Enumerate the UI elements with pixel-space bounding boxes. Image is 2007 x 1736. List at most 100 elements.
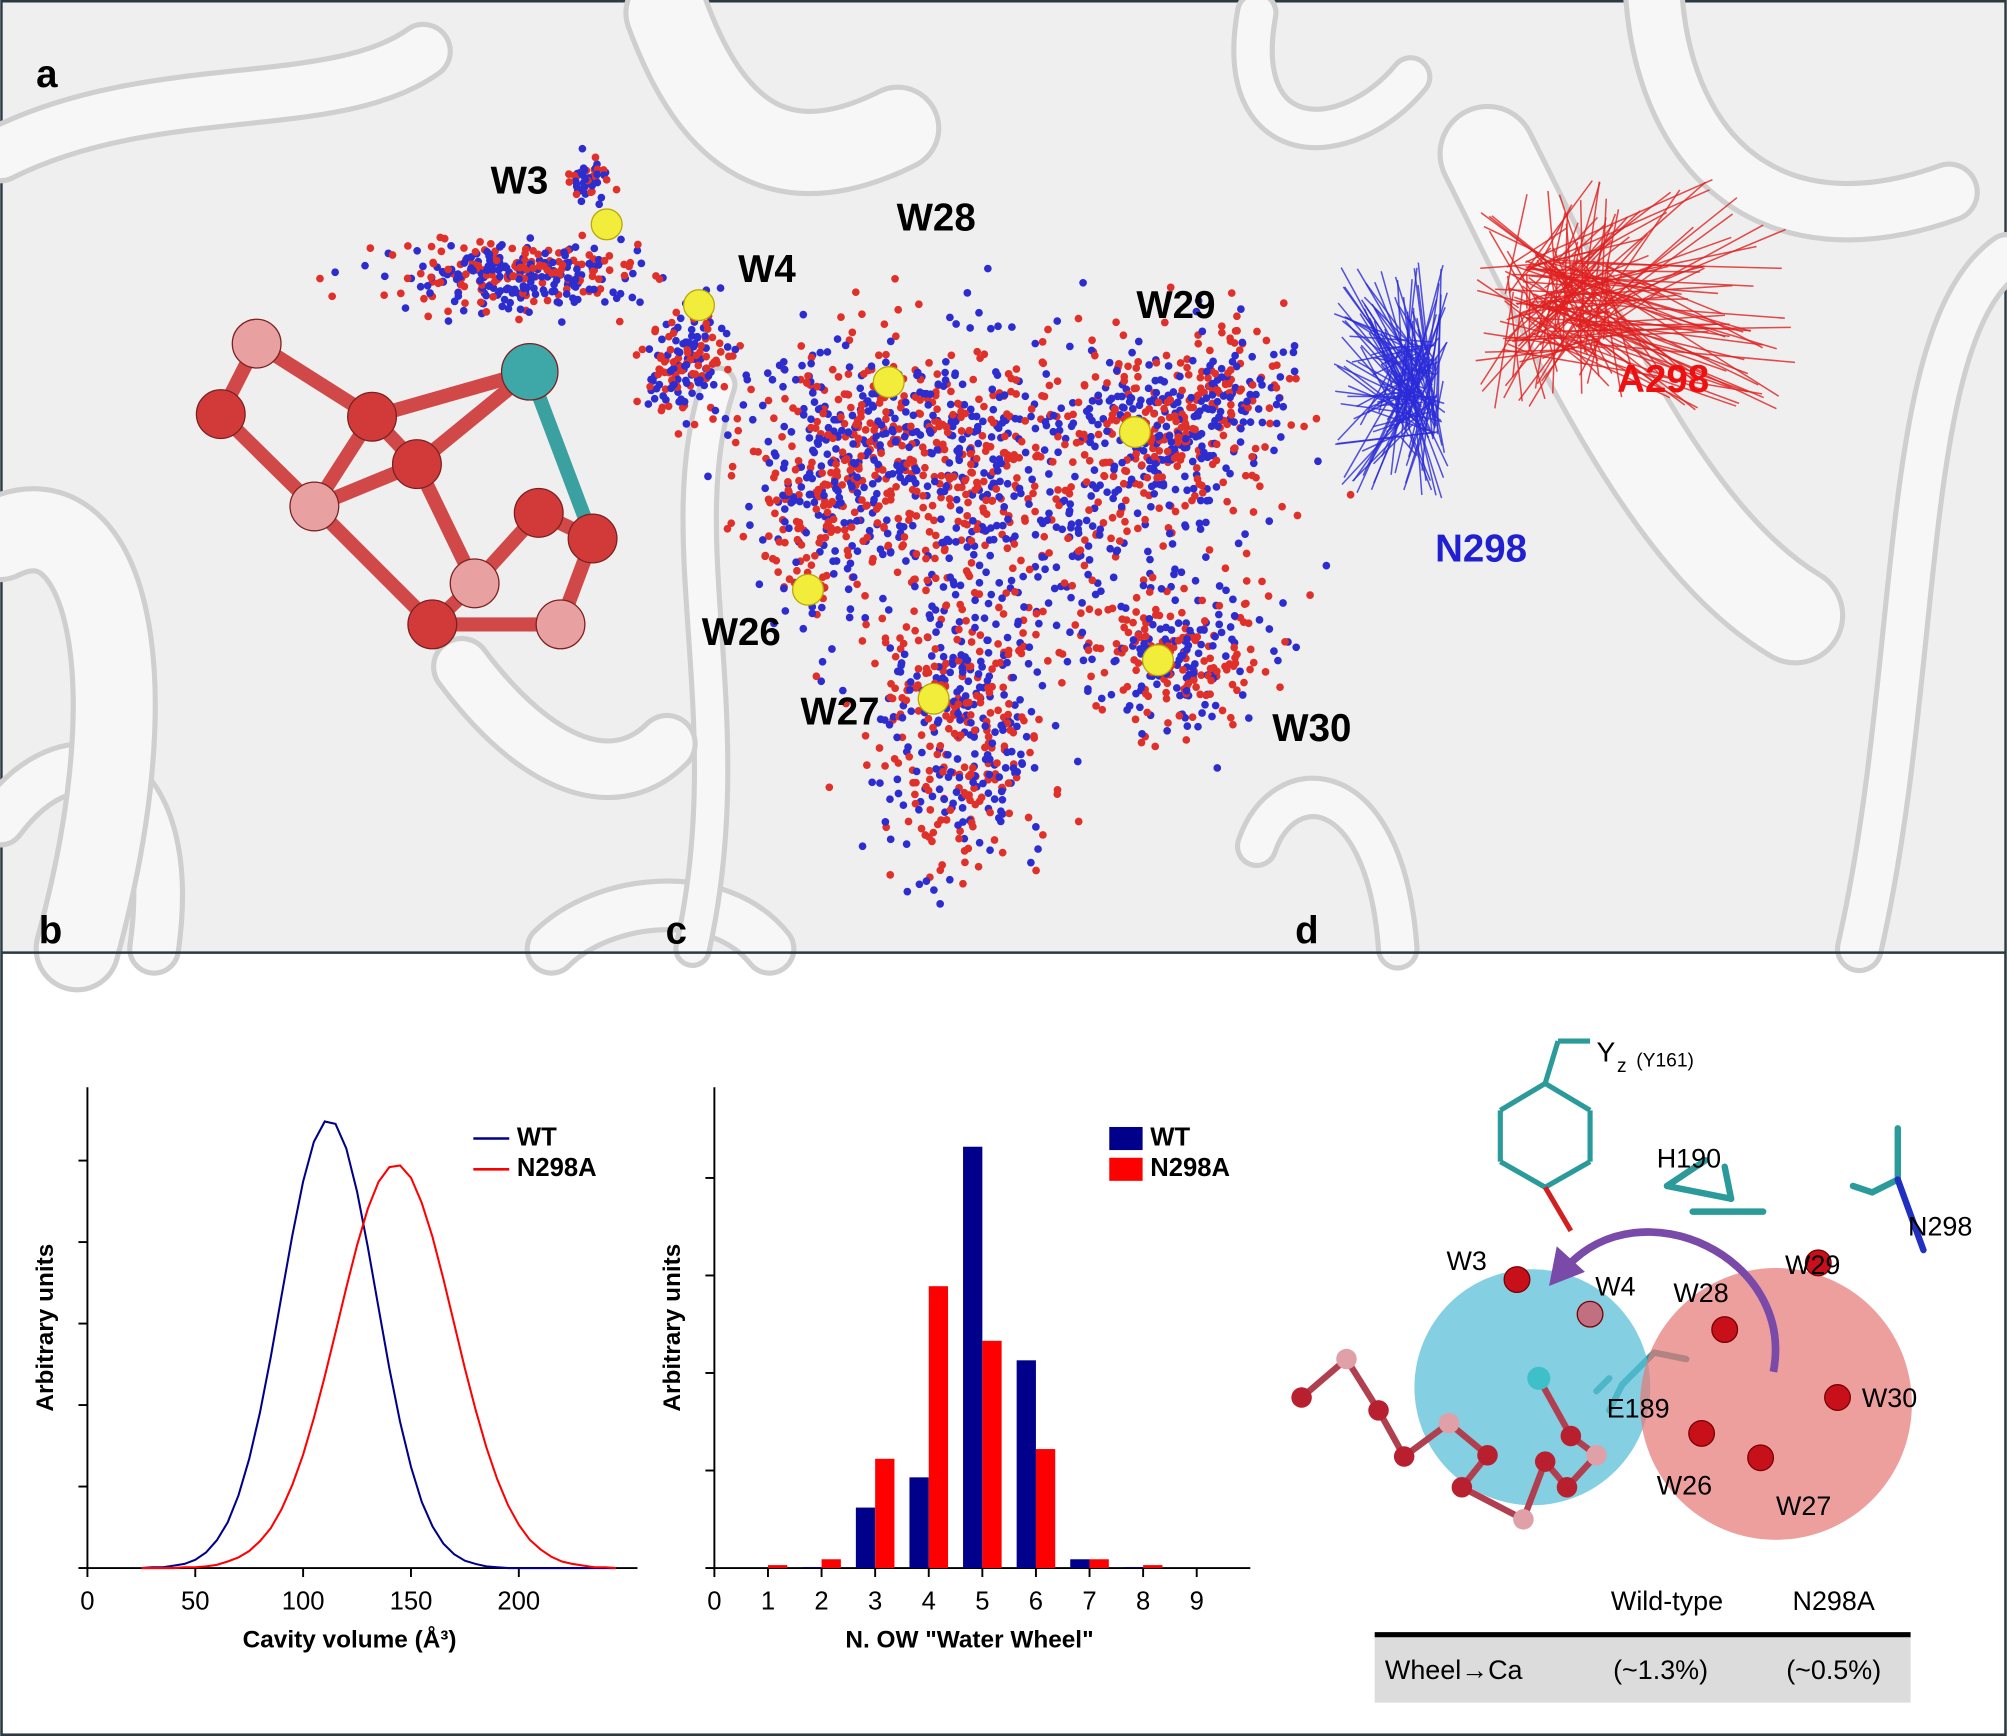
water-sample xyxy=(847,403,855,412)
water-sample xyxy=(503,284,512,293)
water-sample xyxy=(476,238,484,246)
protein-ribbon xyxy=(436,641,693,795)
water-sample xyxy=(926,390,935,399)
water-sample xyxy=(924,512,933,521)
water-sample xyxy=(1205,496,1214,505)
panel-c: c0 1 2 3 4 5 6 7 8 9N. OW "Water Wheel"Arbitrary … xyxy=(659,910,1251,1654)
water-sample xyxy=(798,361,806,370)
water-sample xyxy=(1198,327,1207,336)
water-sample xyxy=(1256,375,1265,384)
water-sample xyxy=(1236,438,1245,446)
water-sample xyxy=(846,466,855,475)
water-sample xyxy=(854,434,863,443)
water-sample xyxy=(595,200,604,209)
water-sample xyxy=(856,384,865,393)
water-sample xyxy=(844,428,853,436)
water-sample xyxy=(824,430,833,439)
water-sample xyxy=(1204,374,1212,382)
water-sample xyxy=(495,272,504,281)
residue-conformer xyxy=(1522,280,1572,287)
water-sample xyxy=(912,767,921,776)
cluster-atom xyxy=(1477,1444,1498,1466)
water-sample xyxy=(1181,472,1189,481)
residue-conformer xyxy=(1507,287,1525,294)
water-sample xyxy=(960,847,969,855)
water-sample xyxy=(1112,656,1120,665)
water-sample xyxy=(1219,392,1228,400)
water-sample xyxy=(807,415,815,424)
water-sample xyxy=(515,275,523,283)
water-sample xyxy=(985,672,994,681)
water-sample xyxy=(803,500,811,509)
water-sample xyxy=(1091,373,1100,381)
water-sample xyxy=(1246,418,1255,426)
water-sample xyxy=(989,479,998,488)
water-sample xyxy=(1046,488,1054,496)
residue-conformer xyxy=(1579,200,1585,322)
water-sample xyxy=(1032,823,1040,831)
water-sample xyxy=(1208,712,1216,721)
water-sample xyxy=(911,464,920,473)
water-sample xyxy=(958,380,967,389)
water-label: W4 xyxy=(738,248,796,291)
water-sample xyxy=(931,574,940,583)
water-sample xyxy=(1088,336,1096,345)
water-sample xyxy=(1314,457,1322,466)
cluster-atom xyxy=(407,599,458,650)
water-sample xyxy=(1077,609,1085,617)
water-sample xyxy=(995,578,1004,587)
water-sample xyxy=(1174,636,1183,645)
water-sample xyxy=(1228,357,1237,366)
water-sample xyxy=(957,407,965,416)
water-sample xyxy=(1103,488,1111,497)
water-sample xyxy=(1163,398,1172,407)
water-sample xyxy=(967,460,975,469)
water-sample xyxy=(994,322,1002,331)
water-sample xyxy=(912,487,921,496)
water-sample xyxy=(966,449,975,458)
water-sample xyxy=(1180,584,1188,593)
water-sample xyxy=(1061,440,1069,449)
water-sample xyxy=(1274,656,1282,665)
water-sample xyxy=(1010,540,1019,548)
water-sample xyxy=(1134,372,1142,381)
residue-conformer xyxy=(1514,265,1574,287)
water-sample xyxy=(904,817,913,826)
water-sample xyxy=(778,432,786,441)
water-sample xyxy=(815,434,824,443)
water-sample xyxy=(573,265,581,274)
water-sample xyxy=(1018,760,1027,768)
water-sample xyxy=(1094,391,1103,400)
water-sample xyxy=(1068,458,1077,466)
water-sample xyxy=(870,426,878,434)
water-sample xyxy=(770,619,778,628)
water-sample xyxy=(902,840,911,848)
water-sample xyxy=(1024,813,1033,822)
water-sample xyxy=(1074,525,1083,534)
water-sample xyxy=(911,799,920,808)
water-sample xyxy=(837,313,845,321)
residue-conformer xyxy=(1598,310,1610,315)
water-sample xyxy=(962,699,971,707)
water-sample xyxy=(893,461,901,470)
water-sample xyxy=(1207,422,1216,431)
water-sample xyxy=(1116,510,1124,518)
water-sample xyxy=(1222,665,1231,674)
diagram-label: W29 xyxy=(1785,1250,1840,1280)
water-sample xyxy=(866,419,875,427)
water-sample xyxy=(1272,419,1281,428)
water-sample xyxy=(944,773,953,781)
water-sample xyxy=(1239,418,1248,426)
water-sample xyxy=(787,428,796,436)
water-sample xyxy=(1049,411,1058,420)
water-sample xyxy=(1031,443,1040,452)
water-sample xyxy=(1139,581,1148,590)
water-sample xyxy=(1021,392,1030,401)
water-sample xyxy=(1181,522,1190,531)
water-sample xyxy=(914,636,923,645)
water-sample xyxy=(847,523,856,531)
water-sample xyxy=(910,607,918,616)
residue-conformer xyxy=(1413,268,1426,350)
water-sample xyxy=(780,505,789,513)
water-sample xyxy=(857,408,865,417)
